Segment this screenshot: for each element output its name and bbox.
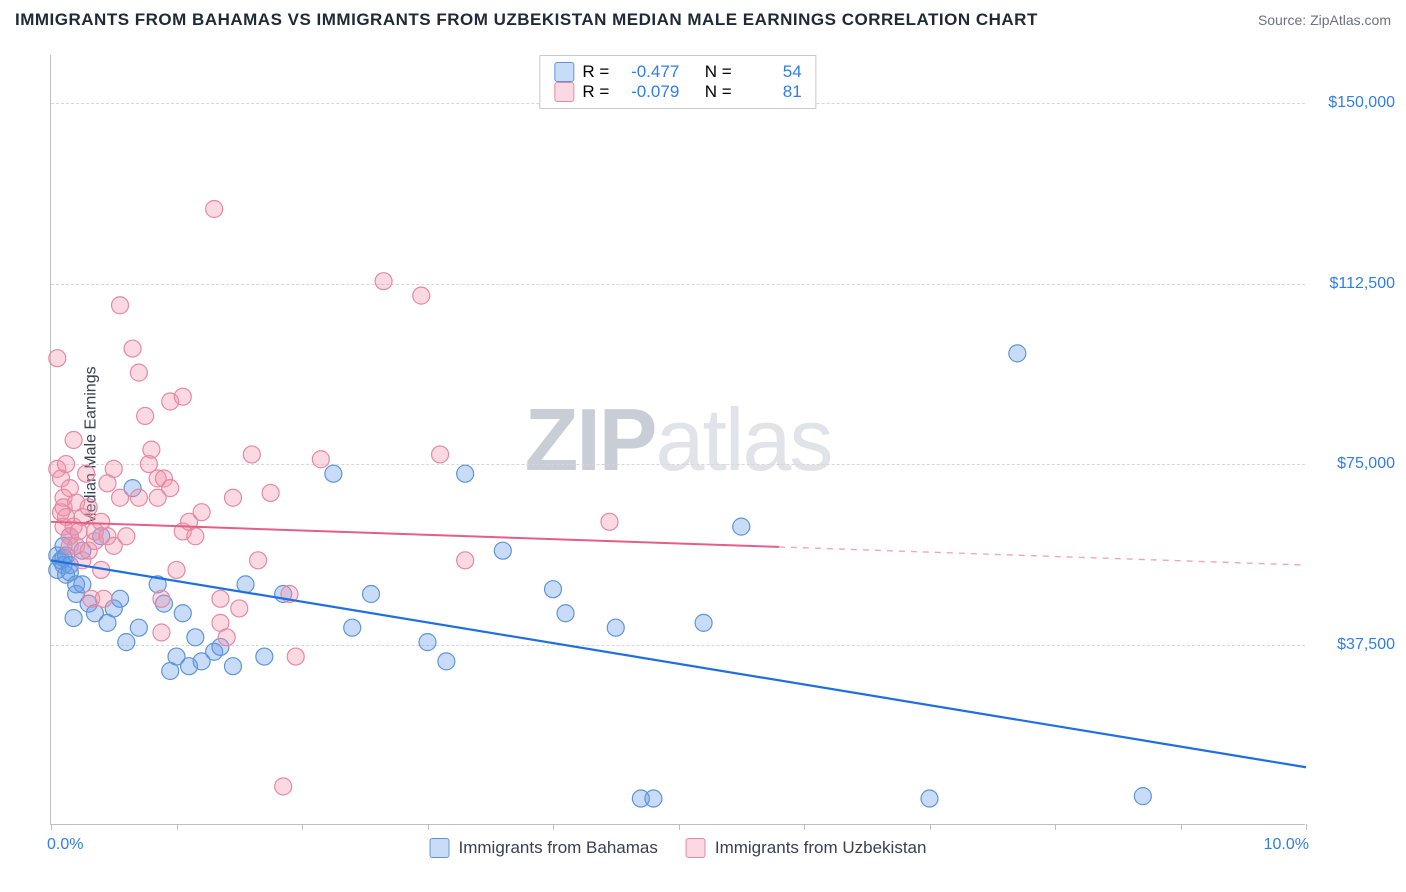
data-point [130, 619, 147, 636]
x-axis-max-label: 10.0% [1264, 836, 1309, 854]
data-point [95, 590, 112, 607]
data-point [363, 586, 380, 603]
data-point [168, 561, 185, 578]
data-point [112, 489, 129, 506]
swatch-uzbekistan-icon [686, 838, 706, 858]
x-tick [1055, 824, 1056, 830]
data-point [325, 465, 342, 482]
data-point [1134, 788, 1151, 805]
data-point [344, 619, 361, 636]
y-tick-label: $75,000 [1315, 455, 1395, 473]
data-point [65, 432, 82, 449]
x-tick [930, 824, 931, 830]
stats-row-bahamas: R = -0.477 N = 54 [554, 62, 801, 82]
data-point [187, 629, 204, 646]
data-point [432, 446, 449, 463]
data-point [218, 629, 235, 646]
data-point [124, 340, 141, 357]
source-text: Source: ZipAtlas.com [1258, 12, 1391, 28]
data-point [262, 484, 279, 501]
data-point [105, 460, 122, 477]
data-point [250, 552, 267, 569]
stats-row-uzbekistan: R = -0.079 N = 81 [554, 82, 801, 102]
swatch-uzbekistan [554, 82, 574, 102]
data-point [1009, 345, 1026, 362]
data-point [130, 364, 147, 381]
y-tick-label: $150,000 [1315, 94, 1395, 112]
data-point [921, 790, 938, 807]
data-point [206, 201, 223, 218]
data-point [457, 465, 474, 482]
x-tick [177, 824, 178, 830]
x-tick [1306, 824, 1307, 830]
legend-item-uzbekistan: Immigrants from Uzbekistan [686, 838, 927, 858]
data-point [80, 499, 97, 516]
x-tick [804, 824, 805, 830]
data-point [256, 648, 273, 665]
chart-title: IMMIGRANTS FROM BAHAMAS VS IMMIGRANTS FR… [15, 10, 1038, 30]
stats-legend: R = -0.477 N = 54 R = -0.079 N = 81 [539, 55, 816, 109]
data-point [187, 528, 204, 545]
swatch-bahamas [554, 62, 574, 82]
data-point [457, 552, 474, 569]
trend-line-extrapolated [779, 547, 1306, 565]
x-tick [679, 824, 680, 830]
data-point [174, 388, 191, 405]
swatch-bahamas-icon [430, 838, 450, 858]
data-point [312, 451, 329, 468]
data-point [607, 619, 624, 636]
data-point [243, 446, 260, 463]
data-point [49, 350, 66, 367]
y-tick-label: $112,500 [1315, 275, 1395, 293]
x-axis-min-label: 0.0% [47, 836, 83, 854]
data-point [287, 648, 304, 665]
x-tick [553, 824, 554, 830]
data-point [193, 504, 210, 521]
data-point [118, 634, 135, 651]
data-point [174, 605, 191, 622]
data-point [224, 658, 241, 675]
data-point [413, 287, 430, 304]
data-point [275, 778, 292, 795]
data-point [137, 407, 154, 424]
data-point [212, 590, 229, 607]
data-point [143, 441, 160, 458]
data-point [419, 634, 436, 651]
data-point [494, 542, 511, 559]
data-point [557, 605, 574, 622]
data-point [58, 456, 75, 473]
data-point [112, 590, 129, 607]
x-tick [302, 824, 303, 830]
x-tick [428, 824, 429, 830]
series-legend: Immigrants from Bahamas Immigrants from … [430, 838, 927, 858]
data-point [65, 610, 82, 627]
data-point [224, 489, 241, 506]
data-point [162, 480, 179, 497]
x-tick [1181, 824, 1182, 830]
data-point [153, 590, 170, 607]
legend-item-bahamas: Immigrants from Bahamas [430, 838, 658, 858]
data-point [130, 489, 147, 506]
x-tick [51, 824, 52, 830]
data-point [231, 600, 248, 617]
data-point [375, 273, 392, 290]
trend-line [51, 522, 779, 547]
data-point [695, 614, 712, 631]
data-point [438, 653, 455, 670]
data-point [153, 624, 170, 641]
data-point [601, 513, 618, 530]
data-point [645, 790, 662, 807]
plot-area: ZIPatlas $37,500$75,000$112,500$150,000 … [50, 55, 1305, 825]
data-point [78, 465, 95, 482]
data-point [733, 518, 750, 535]
scatter-chart [51, 55, 1306, 825]
data-point [545, 581, 562, 598]
data-point [112, 297, 129, 314]
y-tick-label: $37,500 [1315, 636, 1395, 654]
data-point [118, 528, 135, 545]
